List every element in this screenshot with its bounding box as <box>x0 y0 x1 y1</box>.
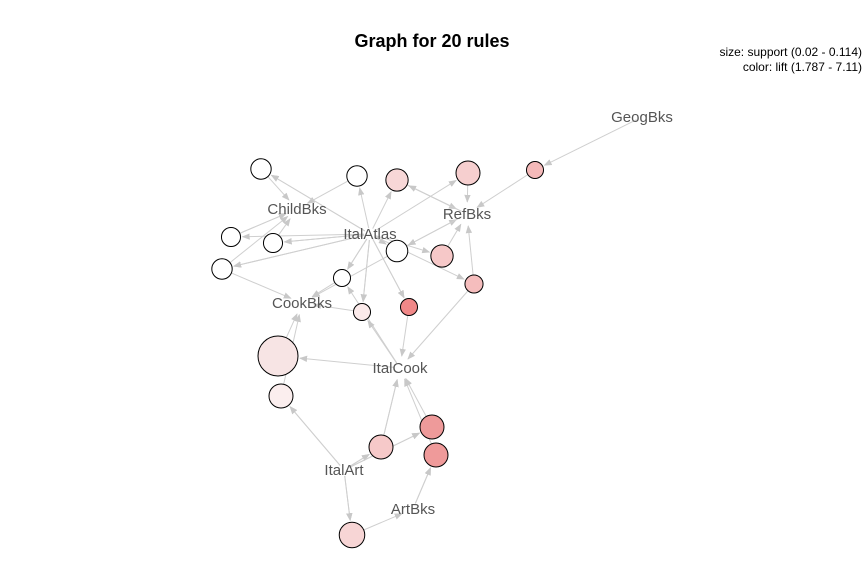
item-label-cookbks: CookBks <box>272 295 332 312</box>
graph-title: Graph for 20 rules <box>354 31 509 51</box>
edge-extra <box>236 213 287 236</box>
item-label-geogbks: GeogBks <box>611 109 673 126</box>
edge-extra <box>289 406 341 466</box>
item-label-childbks: ChildBks <box>267 201 326 218</box>
rule-node-r3 <box>385 168 409 192</box>
edge-r5-to-refbks <box>476 172 531 208</box>
rule-node-r20 <box>338 521 366 549</box>
edge-italatlas-to-r3 <box>372 191 392 229</box>
edge-r20-to-artbks <box>357 513 403 534</box>
rule-nodes-layer <box>211 158 545 549</box>
rule-node-r2 <box>346 165 368 187</box>
edge-extra <box>372 239 405 299</box>
edge-extra <box>381 378 399 442</box>
edges-layer <box>226 119 637 534</box>
edge-italatlas-to-r2 <box>358 187 370 229</box>
rule-node-r17 <box>368 434 394 460</box>
item-label-italatlas: ItalAtlas <box>343 226 396 243</box>
legend-size: size: support (0.02 - 0.114) <box>719 45 862 59</box>
edge-extra <box>347 238 368 270</box>
rule-node-r5 <box>525 160 545 180</box>
rule-node-r19 <box>423 442 449 468</box>
edge-extra <box>348 453 370 468</box>
edge-extra <box>226 215 289 266</box>
edge-r18-to-italcook <box>405 377 430 422</box>
edge-extra <box>270 174 366 232</box>
rule-node-r1 <box>250 158 272 180</box>
edge-r8-to-cookbks <box>227 270 292 299</box>
rule-node-r18 <box>419 414 445 440</box>
edge-r14-to-italcook <box>399 312 409 357</box>
rule-node-r10 <box>430 244 454 268</box>
item-label-italart: ItalArt <box>324 462 364 479</box>
edge-extra <box>414 467 431 504</box>
rule-node-r14 <box>399 297 419 317</box>
rule-node-r7 <box>262 232 284 254</box>
edge-geogbks-to-r5 <box>543 119 637 166</box>
edge-italatlas-to-r9 <box>374 236 387 245</box>
edge-r12-to-refbks <box>465 225 474 279</box>
rule-node-r6 <box>220 226 242 248</box>
edge-extra <box>407 216 462 246</box>
edge-extra <box>408 185 462 212</box>
item-label-italcook: ItalCook <box>372 360 428 377</box>
edge-italatlas-to-r4 <box>374 179 457 232</box>
edge-italcook-to-r15 <box>299 355 395 368</box>
rule-node-r4 <box>455 160 481 186</box>
edge-extra <box>283 234 365 245</box>
edge-extra <box>311 253 392 298</box>
edge-extra <box>344 475 353 522</box>
rule-node-r9 <box>385 239 409 263</box>
rule-node-r8 <box>211 258 233 280</box>
edge-r2-to-childbks <box>306 178 352 204</box>
rule-node-r15 <box>257 335 299 377</box>
item-label-artbks: ArtBks <box>391 501 435 518</box>
rule-node-r13 <box>352 302 372 322</box>
edge-extra <box>360 239 370 303</box>
edge-r13-to-cookbks <box>313 302 357 312</box>
item-labels-layer: GeogBks ChildBks ItalAtlas RefBks CookBks Ita… <box>267 109 672 518</box>
edge-extra <box>233 234 365 268</box>
rule-node-r16 <box>268 383 294 409</box>
legend-color: color: lift (1.787 - 7.11) <box>743 60 862 74</box>
edge-extra <box>407 288 471 360</box>
rule-node-r11 <box>332 268 352 288</box>
edge-extra <box>367 320 398 364</box>
edge-r1-to-childbks <box>264 173 290 201</box>
rule-node-r12 <box>464 274 484 294</box>
item-label-refbks: RefBks <box>443 206 491 223</box>
